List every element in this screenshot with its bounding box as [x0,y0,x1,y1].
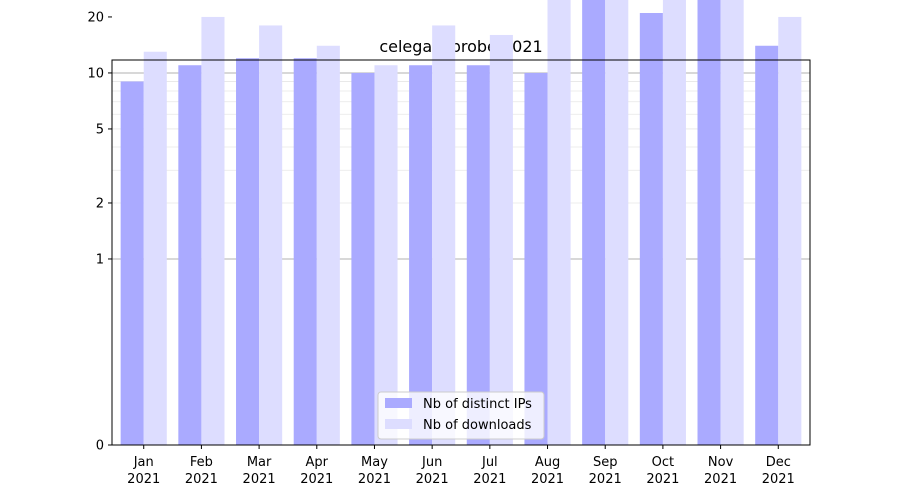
legend-label-downloads: Nb of downloads [423,418,532,433]
bar-downloads [778,16,802,445]
x-tick-label-year: 2021 [473,472,506,487]
legend-swatch-downloads [385,419,412,429]
x-tick-label-month: Sep [593,455,618,470]
bar-distinct-ips [293,58,317,446]
plot-frame [111,59,811,446]
bars-layer [120,0,802,446]
bar-downloads [259,25,283,445]
y-tick-label: 1 [96,252,104,267]
bar-distinct-ips [524,72,548,445]
x-tick-label-year: 2021 [358,472,391,487]
bar-downloads [374,65,398,445]
bar-downloads [432,25,456,445]
bar-distinct-ips [697,0,721,446]
x-tick-label-month: Aug [535,455,560,470]
x-tick-label-month: Oct [652,455,674,470]
x-axis: Jan 2021 Feb 2021 Mar 2021 Apr 2021 May 2021 Jun 20… [127,445,795,487]
bar-distinct-ips [120,81,144,445]
bar-distinct-ips [639,13,663,445]
bar-downloads [547,0,571,445]
y-tick-label: 10 [87,66,104,81]
x-tick-label-year: 2021 [704,472,737,487]
legend-box [377,391,545,440]
x-tick-label-month: Feb [190,455,213,470]
bar-downloads [720,0,744,445]
x-tick-label-year: 2021 [300,472,333,487]
grid-layer [112,72,810,260]
bar-distinct-ips [755,45,779,445]
legend: Nb of distinct IPs Nb of downloads [377,391,545,440]
bar-distinct-ips [409,65,433,445]
bar-distinct-ips [351,72,375,445]
x-tick-label-month: Jan [133,455,154,470]
x-tick-label-month: Apr [306,455,329,470]
x-tick-label-month: Mar [247,455,272,470]
bar-distinct-ips [178,65,202,445]
bar-downloads [605,0,629,446]
x-tick-label-year: 2021 [127,472,160,487]
x-tick-label-month: May [361,455,388,470]
x-tick-label-month: Dec [766,455,791,470]
y-tick-label: 2 [96,196,104,211]
legend-swatch-distinct-ips [385,398,412,408]
x-tick-label-year: 2021 [185,472,218,487]
x-tick-label-year: 2021 [646,472,679,487]
x-tick-label-month: Jun [421,455,442,470]
x-tick-label-year: 2021 [531,472,564,487]
x-tick-label-year: 2021 [243,472,276,487]
chart-title: celegansprobe 2021 [379,37,542,56]
y-tick-label: 5 [96,122,104,137]
bar-distinct-ips [466,65,490,445]
bar-downloads [662,0,686,446]
y-tick-label: 20 [87,10,104,25]
x-tick-label-year: 2021 [589,472,622,487]
bar-downloads [489,34,513,446]
y-axis: 0125102050100 [87,10,112,454]
x-tick-label-month: Nov [708,455,734,470]
bar-distinct-ips [582,0,606,445]
legend-label-distinct-ips: Nb of distinct IPs [423,397,532,412]
y-tick-label: 0 [96,439,104,454]
bar-downloads [201,16,225,445]
bar-downloads [143,51,167,445]
bar-distinct-ips [236,58,260,446]
x-tick-label-year: 2021 [416,472,449,487]
bar-downloads [316,45,340,445]
x-tick-label-year: 2021 [762,472,795,487]
x-tick-label-month: Jul [481,455,498,470]
